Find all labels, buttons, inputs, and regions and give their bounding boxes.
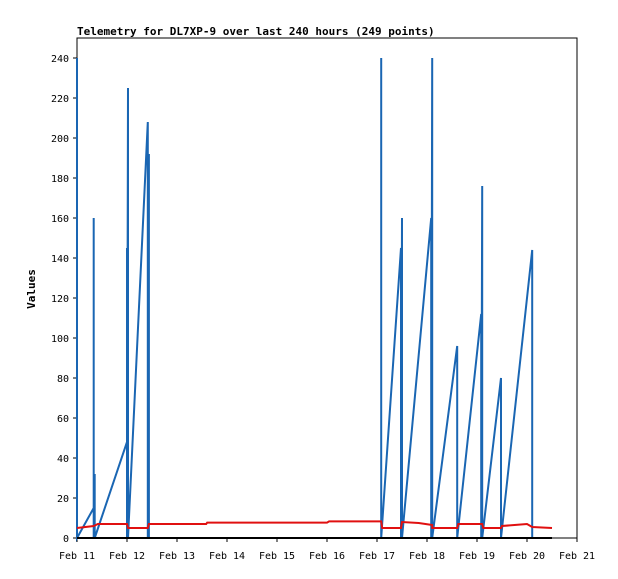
y-tick-label: 220 [51,94,69,105]
series-1-line [76,520,553,529]
y-tick-label: 60 [57,414,69,425]
x-tick-label: Feb 11 [59,551,95,562]
x-tick-label: Feb 17 [359,551,395,562]
x-tick-label: Feb 21 [559,551,595,562]
y-tick-label: 80 [57,374,69,385]
x-tick-label: Feb 13 [159,551,195,562]
x-tick-label: Feb 12 [109,551,145,562]
y-tick-label: 40 [57,454,69,465]
y-tick-label: 20 [57,494,69,505]
series-0-line [76,57,534,542]
x-tick-label: Feb 15 [259,551,295,562]
y-tick-label: 240 [51,54,69,65]
x-tick-label: Feb 19 [459,551,495,562]
y-tick-label: 200 [51,134,69,145]
y-tick-label: 0 [63,534,69,545]
y-tick-label: 120 [51,294,69,305]
x-tick-label: Feb 18 [409,551,445,562]
y-tick-label: 140 [51,254,69,265]
x-tick-label: Feb 14 [209,551,245,562]
y-axis-ticks: 0 20 40 60 80 100 120 140 160 180 200 220 240 [51,54,77,545]
y-tick-label: 100 [51,334,69,345]
x-axis-ticks: Feb 11 Feb 12 Feb 13 Feb 14 Feb 15 Feb 16 Feb … [59,538,595,562]
series-layer [76,57,553,542]
y-tick-label: 180 [51,174,69,185]
y-axis-label: Values [25,269,38,309]
x-tick-label: Feb 20 [509,551,545,562]
x-tick-label: Feb 16 [309,551,345,562]
y-tick-label: 160 [51,214,69,225]
chart-title: Telemetry for DL7XP-9 over last 240 hour… [77,25,435,38]
